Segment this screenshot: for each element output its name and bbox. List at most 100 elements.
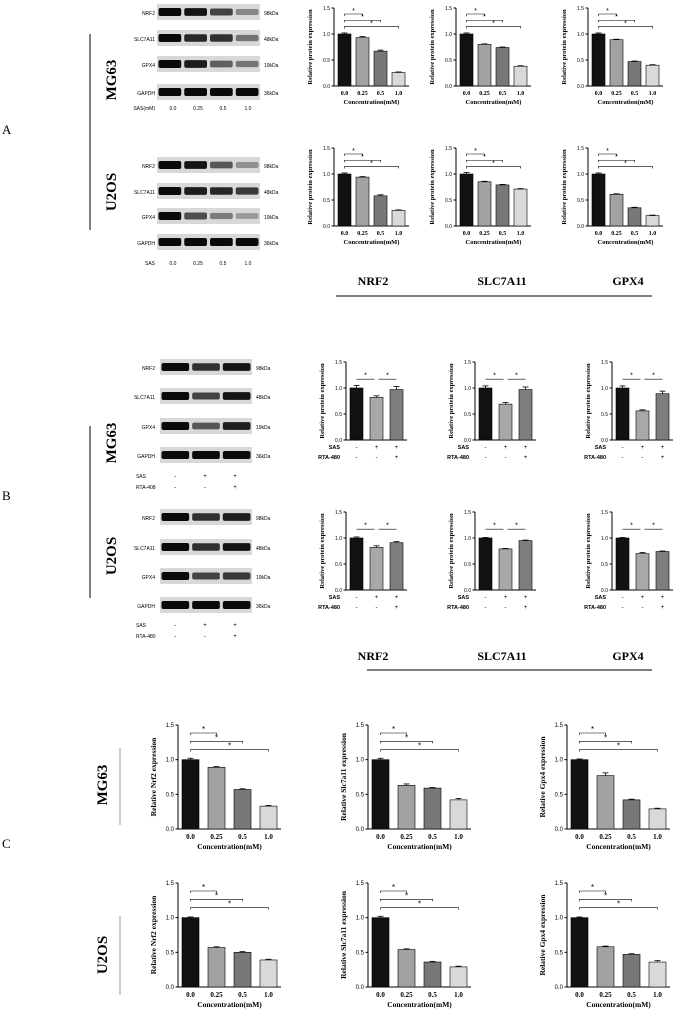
y-tick-label: 0.0 [323,224,330,230]
blot-band [158,34,182,42]
blot-band [192,451,220,459]
cell-line-b-u2os: U2OS [104,537,120,575]
y-tick-label: 0.5 [166,950,175,956]
significance-bracket [344,166,399,169]
significance-star: * [361,154,364,161]
y-axis-label: Relative Gpx4 expression [538,894,547,976]
bar [459,33,474,87]
blot-treatment-label: RTA-480 [136,634,156,640]
bar [627,207,642,227]
treatment-row-label: SAS [329,445,341,451]
y-tick-label: 0.0 [464,588,471,594]
bar [349,537,364,591]
blot-protein-label: SLC7A11 [134,190,155,196]
title-b-gpx4: GPX4 [612,649,643,663]
bar [478,387,493,441]
significance-bracket [190,907,269,910]
y-tick-label: 1.5 [577,146,584,152]
y-axis-label: Relative protein expression [448,363,455,439]
treatment-sign: + [661,445,665,451]
bar [337,173,352,227]
significance-star: * [624,20,627,27]
significance-bracket [344,13,363,16]
y-tick-label: 0.0 [555,985,564,991]
y-axis-label: Relative protein expression [561,149,568,225]
blot-band [192,513,220,521]
bar [349,387,364,441]
blot-treatment-label: SAS [136,474,147,480]
panel-label-c: C [2,836,11,851]
treatment-sign: - [356,605,358,611]
blot-treatment-value: - [174,623,176,629]
y-tick-label: 0.0 [323,84,330,90]
x-tick-label: 0.25 [611,231,622,237]
y-tick-label: 1.5 [555,881,564,887]
x-axis-label: Concentration(mM) [586,1000,651,1009]
significance-star: * [604,733,607,742]
blot-membrane [157,84,260,100]
title-a-gpx4: GPX4 [612,274,643,288]
treatment-sign: - [485,455,487,461]
treatment-sign: - [356,595,358,601]
cell-line-a-u2os: U2OS [104,173,120,211]
bar [373,195,388,227]
bar [518,540,533,591]
blot-treatment-value: - [174,634,176,640]
x-tick-label: 1.0 [517,91,525,97]
bar [518,389,533,441]
panel-label-a: A [2,122,12,137]
bar [397,949,416,988]
bar [609,193,624,227]
x-axis-label: Concentration(mM) [598,99,654,106]
bar [423,787,442,830]
blot-membrane [157,234,260,250]
treatment-row-label: SAS [329,595,341,601]
y-axis-label: Relative Slc7a11 expression [339,732,348,821]
chart-a_u2os_gpx4: 0.0 0.5 1.0 1.5 Relative protein expression 0… [561,146,663,246]
treatment-sign: - [642,605,644,611]
x-axis-label: Concentration(mM) [197,1000,262,1009]
bar [635,553,650,591]
x-tick-label: 0.0 [595,91,603,97]
x-axis-label: Concentration(mM) [197,842,262,851]
x-tick-label: 0.25 [210,833,223,841]
chart-a_u2os_slc: 0.0 0.5 1.0 1.5 Relative protein expression 0… [429,146,531,246]
significance-star: * [215,891,218,900]
blot-band [158,88,182,96]
y-tick-label: 1.0 [335,386,342,392]
y-tick-label: 0.0 [356,827,365,833]
treatment-sign: + [375,595,379,601]
significance-bracket [344,26,399,29]
blot-size-label: 98kDa [256,366,271,372]
y-tick-label: 0.5 [555,950,564,956]
significance-bracket [466,26,521,29]
treatment-sign: - [622,445,624,451]
x-tick-label: 0.0 [186,833,195,841]
x-tick-label: 0.5 [377,231,385,237]
x-tick-label: 1.0 [395,231,403,237]
bar [615,537,630,591]
x-tick-label: 0.25 [357,91,368,97]
title-b-nrf2: NRF2 [358,649,389,663]
significance-star: * [630,523,633,530]
significance-star: * [364,523,367,530]
western-blot-b-mg63: NRF2 98kDa SLC7A11 48kDa GPX4 19kDa GAPDH 36kDa… [134,359,271,491]
blot-band [184,161,207,169]
x-tick-label: 0.25 [210,991,223,999]
treatment-sign: - [485,605,487,611]
treatment-sign: + [524,595,528,601]
significance-star: * [352,148,355,155]
significance-star: * [604,891,607,900]
significance-star: * [215,733,218,742]
x-tick-label: 0.25 [357,231,368,237]
treatment-row-label: RTA-480 [447,455,469,461]
blot-band [184,60,207,68]
y-tick-label: 1.0 [601,386,608,392]
blot-size-label: 36kDa [264,241,279,247]
bar [596,946,615,988]
title-a-slc7a11: SLC7A11 [477,274,526,288]
blot-band [158,212,182,220]
significance-bracket [466,166,521,169]
significance-star: * [370,160,373,167]
x-tick-label: 0.0 [376,833,385,841]
